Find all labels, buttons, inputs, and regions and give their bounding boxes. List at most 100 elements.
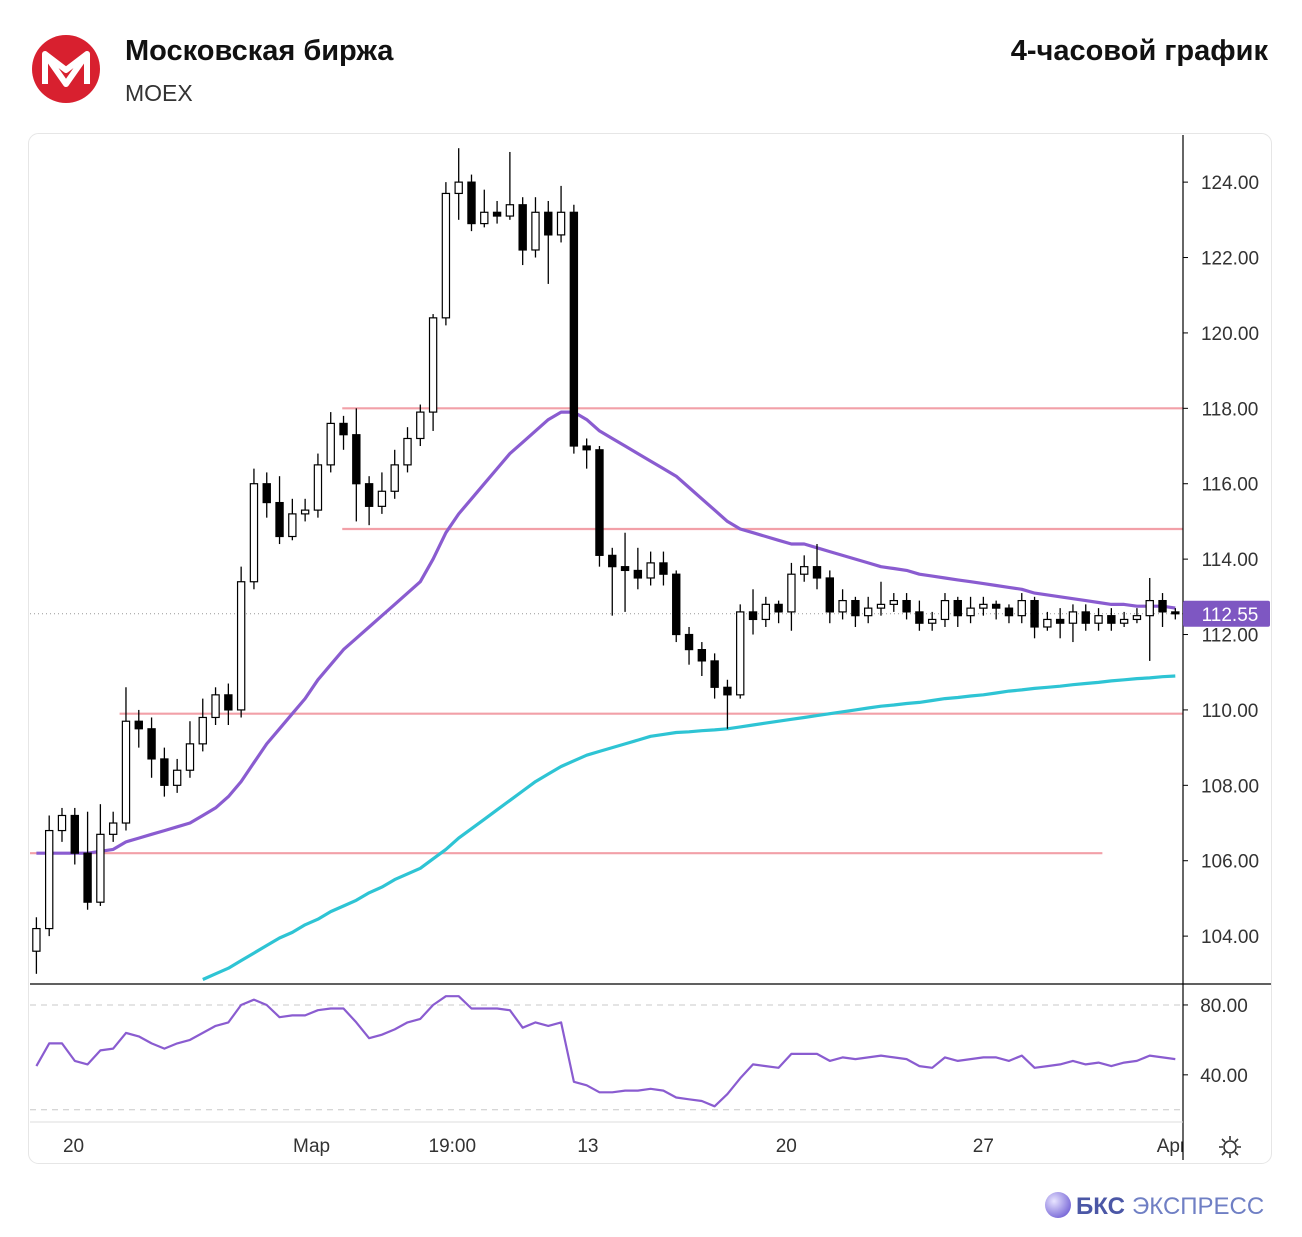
candle-body xyxy=(70,814,79,854)
last-price-tag xyxy=(1183,600,1270,627)
candle-body xyxy=(32,927,41,952)
candle-body xyxy=(940,599,950,621)
candle-body xyxy=(723,686,732,696)
oscillator-line xyxy=(35,995,1176,1108)
candle-body xyxy=(147,728,156,760)
candle-body xyxy=(979,603,988,609)
candle-body xyxy=(236,581,246,711)
candle-body xyxy=(83,852,92,903)
candle-body xyxy=(876,603,886,609)
plot-area: 20 Мар 19:00 13 20 27 Apr xyxy=(30,148,1187,1157)
y-tick-label: 118.00 xyxy=(1202,399,1259,420)
brand-bold: БКС xyxy=(1076,1193,1125,1220)
x-tick-label: 27 xyxy=(973,1136,994,1157)
candle-body xyxy=(684,633,694,651)
candle-body xyxy=(544,211,553,236)
candle-body xyxy=(160,758,169,786)
last-price-label: 112.55 xyxy=(1202,605,1259,626)
candle-body xyxy=(134,720,143,730)
chart-panel xyxy=(28,133,1272,1164)
candle-body xyxy=(1158,599,1167,613)
x-tick-label: 20 xyxy=(776,1136,797,1157)
candle-body xyxy=(326,422,335,466)
candle-body xyxy=(1119,618,1129,624)
osc-tick-label: 80.00 xyxy=(1200,996,1248,1017)
candle-body xyxy=(569,211,579,447)
candle-body xyxy=(966,607,975,617)
candle-body xyxy=(300,509,310,515)
y-tick-label: 106.00 xyxy=(1201,852,1259,873)
candle-body xyxy=(825,577,835,613)
candle-body xyxy=(608,554,617,568)
candle-body xyxy=(108,822,118,835)
candle-body xyxy=(172,769,182,786)
candle-body xyxy=(889,599,898,605)
candle-body xyxy=(902,599,911,613)
y-tick-label: 114.00 xyxy=(1202,550,1259,571)
candle-body xyxy=(1055,618,1065,624)
title: Московская биржа xyxy=(125,35,394,67)
candle-body xyxy=(1132,615,1142,621)
ticker: MOEX xyxy=(125,80,193,106)
candle-body xyxy=(467,181,476,225)
candle-body xyxy=(249,483,259,583)
moex-logo xyxy=(32,35,100,103)
candle-body xyxy=(787,573,796,613)
candle-body xyxy=(748,611,758,621)
candle-body xyxy=(582,445,591,451)
candle-body xyxy=(812,566,822,579)
candle-body xyxy=(1107,615,1116,624)
candle-body xyxy=(1004,607,1014,617)
candle-body xyxy=(851,599,860,617)
candle-body xyxy=(198,716,207,745)
y-tick-label: 104.00 xyxy=(1201,927,1259,948)
y-tick-label: 112.00 xyxy=(1202,626,1259,647)
candle-body xyxy=(518,204,527,251)
x-tick-label: Apr xyxy=(1157,1136,1187,1157)
candle-body xyxy=(441,192,451,319)
candle-body xyxy=(480,211,489,225)
candle-body xyxy=(262,483,271,504)
candle-body xyxy=(390,464,399,492)
candle-body xyxy=(121,720,131,824)
candle-body xyxy=(1017,599,1026,617)
moving-average xyxy=(36,410,1176,855)
candle-body xyxy=(646,562,655,579)
y-tick-label: 116.00 xyxy=(1202,475,1259,496)
bks-logo xyxy=(1045,1192,1071,1218)
candle-body xyxy=(224,694,233,711)
candle-body xyxy=(863,607,873,617)
candle-body xyxy=(672,573,681,636)
timeframe: 4-часовой график xyxy=(1010,35,1268,67)
candle-body xyxy=(352,434,361,485)
x-tick-label: 20 xyxy=(63,1136,84,1157)
candle-body xyxy=(595,449,604,556)
candle-body xyxy=(659,562,668,575)
candle-body xyxy=(1145,599,1154,617)
candle-body xyxy=(1081,611,1090,624)
candle-body xyxy=(556,211,566,236)
settings-icon[interactable] xyxy=(1219,1136,1241,1158)
osc-tick-label: 40.00 xyxy=(1200,1066,1248,1087)
candle-body xyxy=(364,483,374,507)
x-tick-label: 19:00 xyxy=(429,1136,477,1157)
candle-body xyxy=(531,211,540,251)
moving-average xyxy=(202,674,1176,981)
candle-body xyxy=(377,490,387,507)
candle-body xyxy=(505,204,515,217)
candle-body xyxy=(1068,611,1078,624)
brand: ЭКСПРЕСС xyxy=(1132,1193,1264,1220)
candle-body xyxy=(800,566,809,575)
y-tick-label: 110.00 xyxy=(1202,701,1259,722)
candle-body xyxy=(953,599,962,617)
candle-body xyxy=(275,501,284,538)
x-tick-label: 13 xyxy=(577,1136,598,1157)
candle-body xyxy=(838,599,847,613)
candle-body xyxy=(428,317,438,413)
candle-body xyxy=(991,603,1001,609)
candle-body xyxy=(1030,599,1039,628)
candle-body xyxy=(620,566,630,572)
candle-body xyxy=(416,411,425,440)
